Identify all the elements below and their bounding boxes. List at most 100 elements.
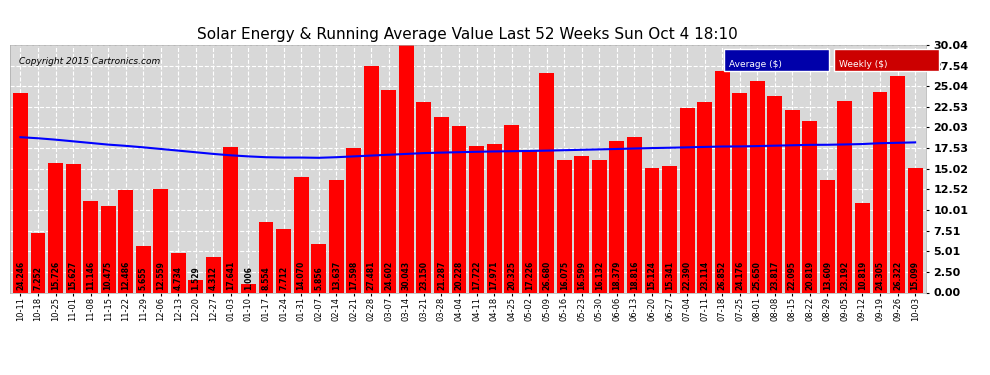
Bar [662, 166, 677, 292]
Text: 7.252: 7.252 [34, 266, 43, 290]
Bar [627, 138, 642, 292]
Text: 23.817: 23.817 [770, 261, 779, 290]
Text: 17.226: 17.226 [525, 261, 534, 290]
Bar [276, 229, 291, 292]
Text: 27.481: 27.481 [366, 261, 376, 290]
Bar [153, 189, 168, 292]
Bar [540, 73, 554, 292]
Text: 22.390: 22.390 [682, 261, 692, 290]
Bar [329, 180, 344, 292]
Text: Weekly ($): Weekly ($) [839, 60, 887, 69]
Text: 17.722: 17.722 [472, 261, 481, 290]
Bar [556, 160, 571, 292]
Text: 20.325: 20.325 [507, 261, 516, 290]
Bar [504, 125, 519, 292]
Text: 13.637: 13.637 [332, 261, 341, 290]
Bar [855, 203, 870, 292]
Bar [767, 96, 782, 292]
Text: 15.124: 15.124 [647, 261, 656, 290]
Text: 10.819: 10.819 [858, 261, 867, 290]
Text: 20.819: 20.819 [806, 261, 815, 290]
Text: 23.192: 23.192 [841, 261, 849, 290]
Text: 26.680: 26.680 [543, 261, 551, 290]
FancyBboxPatch shape [725, 49, 830, 71]
Bar [49, 163, 63, 292]
Bar [241, 284, 256, 292]
Bar [83, 201, 98, 292]
Bar [890, 76, 905, 292]
Bar [451, 126, 466, 292]
Title: Solar Energy & Running Average Value Last 52 Weeks Sun Oct 4 18:10: Solar Energy & Running Average Value Las… [197, 27, 739, 42]
Text: 4.312: 4.312 [209, 266, 218, 290]
Bar [294, 177, 309, 292]
Text: 24.602: 24.602 [384, 261, 393, 290]
Bar [785, 111, 800, 292]
Text: 1.529: 1.529 [191, 266, 200, 290]
Text: 17.641: 17.641 [227, 261, 236, 290]
Text: 12.486: 12.486 [121, 261, 130, 290]
Bar [346, 147, 361, 292]
Bar [364, 66, 379, 292]
Text: 15.099: 15.099 [911, 261, 920, 290]
Bar [487, 144, 502, 292]
Bar [381, 90, 396, 292]
Text: 21.287: 21.287 [437, 261, 446, 290]
FancyBboxPatch shape [834, 49, 940, 71]
Bar [592, 160, 607, 292]
Text: 17.598: 17.598 [349, 261, 358, 290]
Bar [311, 244, 326, 292]
Text: 24.246: 24.246 [16, 261, 25, 290]
Bar [224, 147, 239, 292]
Text: 17.971: 17.971 [490, 261, 499, 290]
Text: 20.228: 20.228 [454, 261, 463, 290]
Text: 24.305: 24.305 [875, 261, 884, 290]
Bar [574, 156, 589, 292]
Bar [820, 180, 835, 292]
Text: 26.322: 26.322 [893, 261, 902, 290]
Text: 23.150: 23.150 [420, 261, 429, 290]
Text: 5.655: 5.655 [139, 267, 148, 290]
Text: 15.341: 15.341 [665, 261, 674, 290]
Bar [469, 147, 484, 292]
Bar [101, 206, 116, 292]
Bar [733, 93, 747, 292]
Text: 18.816: 18.816 [630, 261, 639, 290]
Text: Average ($): Average ($) [729, 60, 782, 69]
Bar [749, 81, 764, 292]
Bar [118, 190, 133, 292]
Bar [697, 102, 712, 292]
Text: 26.852: 26.852 [718, 261, 727, 290]
Text: 15.627: 15.627 [68, 261, 77, 290]
Bar [872, 92, 887, 292]
Bar [610, 141, 625, 292]
Bar [434, 117, 448, 292]
Bar [188, 280, 203, 292]
Bar [31, 233, 46, 292]
Text: 5.856: 5.856 [314, 266, 323, 290]
Text: 30.043: 30.043 [402, 261, 411, 290]
Text: 13.609: 13.609 [823, 261, 832, 290]
Text: 14.070: 14.070 [297, 261, 306, 290]
Bar [399, 45, 414, 292]
Bar [803, 121, 818, 292]
Bar [838, 101, 852, 292]
Bar [908, 168, 923, 292]
Bar [522, 151, 537, 292]
Text: Copyright 2015 Cartronics.com: Copyright 2015 Cartronics.com [19, 57, 160, 66]
Bar [258, 222, 273, 292]
Text: 22.095: 22.095 [788, 261, 797, 290]
Text: 16.599: 16.599 [577, 261, 586, 290]
Text: 18.379: 18.379 [613, 261, 622, 290]
Text: 8.554: 8.554 [261, 266, 270, 290]
Bar [715, 71, 730, 292]
Bar [13, 93, 28, 292]
Bar [679, 108, 695, 292]
Bar [644, 168, 659, 292]
Text: 16.132: 16.132 [595, 261, 604, 290]
Text: 15.726: 15.726 [51, 261, 60, 290]
Text: 16.075: 16.075 [559, 261, 569, 290]
Text: 11.146: 11.146 [86, 261, 95, 290]
Text: 1.006: 1.006 [244, 266, 253, 290]
Text: 12.559: 12.559 [156, 261, 165, 290]
Text: 7.712: 7.712 [279, 266, 288, 290]
